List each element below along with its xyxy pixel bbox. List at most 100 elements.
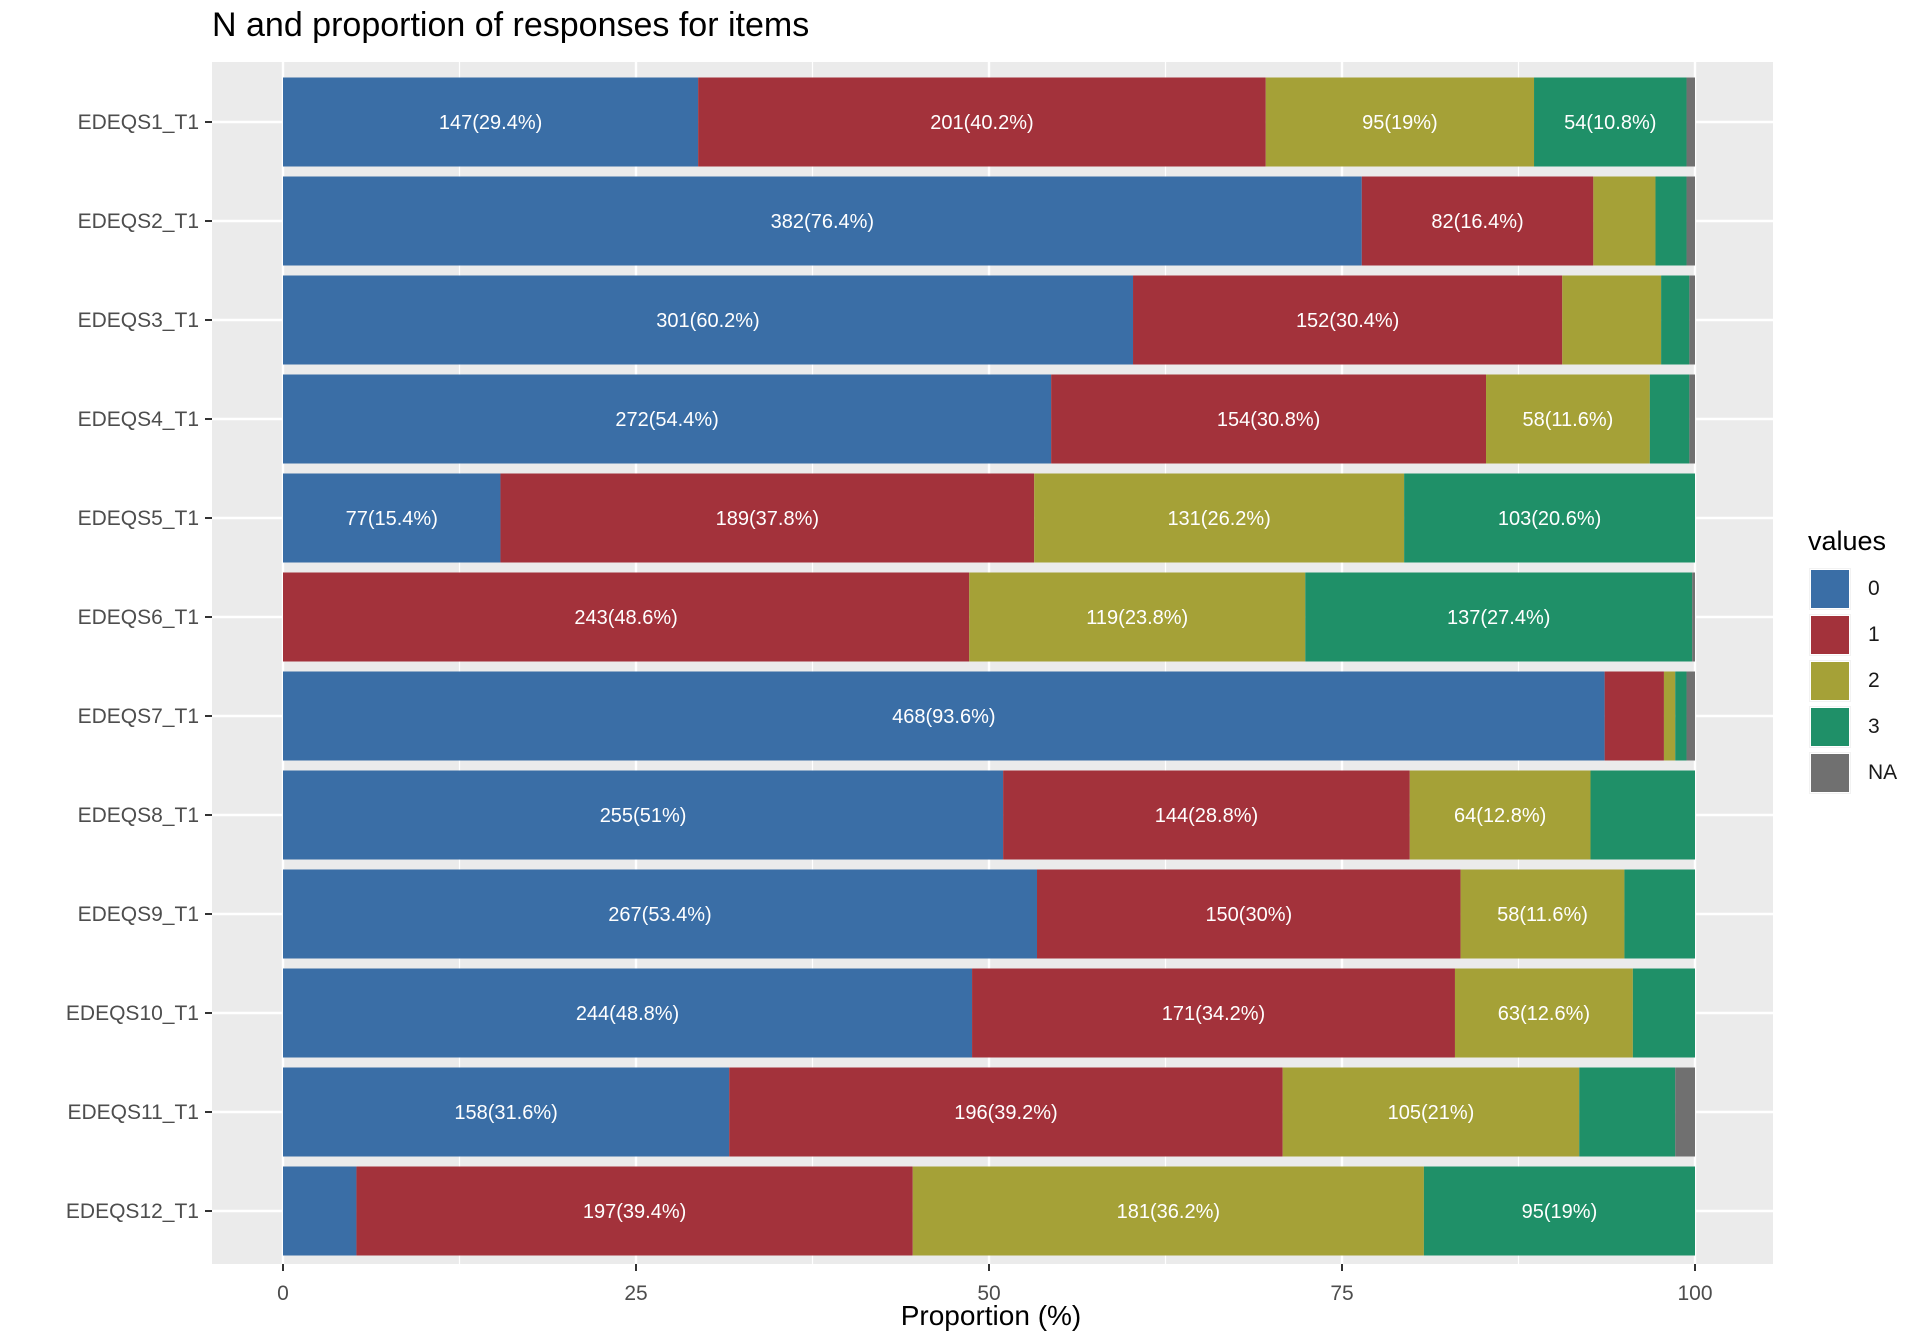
axes: 0 25 50 75 100 EDEQS1_T1 EDEQS2_T1 EDEQS3_T1 EDE… — [66, 111, 1713, 1305]
data-label: 103(20.6%) — [1498, 508, 1601, 530]
bar-segment — [1265, 77, 1535, 167]
bar-segment — [1133, 275, 1563, 365]
y-tick-label: EDEQS9_T1 — [78, 903, 199, 926]
bar-segment — [1534, 77, 1687, 167]
bar-segment — [729, 1067, 1283, 1157]
bar-segment — [1675, 671, 1687, 761]
y-tick-label: EDEQS1_T1 — [78, 111, 199, 134]
data-label: 196(39.2%) — [954, 1102, 1057, 1124]
data-label: 64(12.8%) — [1454, 805, 1546, 827]
bar-segment — [1689, 374, 1695, 464]
legend-items: 0 1 2 3 NA — [1808, 566, 1897, 796]
data-label: 189(37.8%) — [716, 508, 819, 530]
chart-title: N and proportion of responses for items — [212, 6, 810, 44]
bar-segment — [1034, 473, 1405, 563]
x-tick-label: 0 — [277, 1282, 289, 1305]
legend-swatch — [1810, 615, 1850, 655]
data-label: 58(11.6%) — [1497, 904, 1588, 926]
data-label: 54(10.8%) — [1564, 112, 1656, 134]
legend-label: NA — [1868, 761, 1898, 784]
legend-key — [1808, 751, 1852, 795]
data-label: 105(21%) — [1388, 1102, 1475, 1124]
bar-segment — [356, 1166, 913, 1256]
bar-segment — [283, 275, 1134, 365]
y-tick-label: EDEQS8_T1 — [78, 804, 199, 827]
data-label: 150(30%) — [1205, 904, 1292, 926]
data-label: 171(34.2%) — [1162, 1003, 1265, 1025]
data-label: 201(40.2%) — [930, 112, 1033, 134]
legend-key — [1808, 613, 1852, 657]
bar-segment — [283, 671, 1605, 761]
bar-segment — [1675, 1067, 1695, 1157]
bar-segment — [1649, 374, 1690, 464]
data-label: 267(53.4%) — [608, 904, 711, 926]
data-label: 137(27.4%) — [1447, 607, 1550, 629]
legend-swatch — [1810, 661, 1850, 701]
legend-label: 2 — [1868, 669, 1880, 692]
bar-segment — [1003, 770, 1410, 860]
data-label: 301(60.2%) — [656, 310, 759, 332]
bar-segment — [1686, 176, 1695, 266]
bar-segment — [283, 473, 501, 563]
data-label: 154(30.8%) — [1217, 409, 1320, 431]
bar-segment — [1661, 275, 1690, 365]
data-label: 272(54.4%) — [615, 409, 718, 431]
bar-segment — [1454, 968, 1633, 1058]
x-tick-label: 25 — [624, 1282, 647, 1305]
data-label: 144(28.8%) — [1155, 805, 1258, 827]
x-tick-label: 50 — [977, 1282, 1000, 1305]
bar-segment — [283, 1067, 730, 1157]
bar-segment — [1632, 968, 1695, 1058]
bar-segment — [1423, 1166, 1695, 1256]
bar-segment — [1686, 671, 1695, 761]
bar-segment — [1361, 176, 1594, 266]
bar-segment — [969, 572, 1306, 662]
bar-segment — [1686, 77, 1695, 167]
data-label: 58(11.6%) — [1523, 409, 1614, 431]
y-tick-label: EDEQS6_T1 — [78, 606, 199, 629]
legend-item: 1 — [1808, 612, 1897, 658]
bar-segment — [1579, 1067, 1676, 1157]
bar-segment — [1051, 374, 1487, 464]
y-tick-label: EDEQS12_T1 — [66, 1200, 199, 1223]
bar-segment — [972, 968, 1455, 1058]
y-tick-label: EDEQS2_T1 — [78, 210, 199, 233]
data-label: 147(29.4%) — [439, 112, 542, 134]
legend-swatch — [1810, 569, 1850, 609]
bar-segment — [698, 77, 1266, 167]
data-label: 119(23.8%) — [1086, 607, 1188, 629]
bar-segment — [1604, 671, 1664, 761]
legend-label: 1 — [1868, 623, 1880, 646]
legend-key — [1808, 705, 1852, 749]
legend-key — [1808, 659, 1852, 703]
data-label: 244(48.8%) — [576, 1003, 679, 1025]
data-labels: 147(29.4%) 201(40.2%) 95(19%) 54(10.8%) 382(… — [346, 112, 1657, 1223]
legend: values 0 1 2 3 NA — [1808, 526, 1897, 796]
bar-segment — [1460, 869, 1625, 959]
legend-key — [1808, 567, 1852, 611]
y-tick-label: EDEQS3_T1 — [78, 309, 199, 332]
legend-item: 0 — [1808, 566, 1897, 612]
legend-label: 3 — [1868, 715, 1880, 738]
bar-segment — [283, 374, 1052, 464]
data-label: 468(93.6%) — [892, 706, 995, 728]
y-tick-label: EDEQS10_T1 — [66, 1002, 199, 1025]
bar-segment — [1593, 176, 1656, 266]
data-label: 82(16.4%) — [1431, 211, 1523, 233]
bar-segment — [1624, 869, 1695, 959]
bar-segment — [912, 1166, 1424, 1256]
bar-segment — [283, 869, 1038, 959]
bar-segment — [283, 572, 970, 662]
bar-segment — [1409, 770, 1591, 860]
bar-segment — [1037, 869, 1461, 959]
bar-segment — [1562, 275, 1662, 365]
bar-segment — [1692, 572, 1695, 662]
bar-segment — [1689, 275, 1695, 365]
bar-segment — [1305, 572, 1693, 662]
legend-swatch — [1810, 707, 1850, 747]
legend-label: 0 — [1868, 577, 1880, 600]
bar-segment — [1590, 770, 1695, 860]
bar-segment — [1486, 374, 1650, 464]
data-label: 255(51%) — [600, 805, 687, 827]
bar-segment — [1655, 176, 1687, 266]
